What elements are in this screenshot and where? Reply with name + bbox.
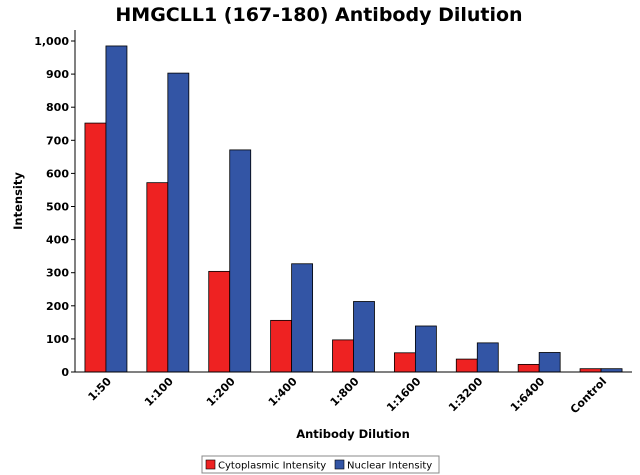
chart-title: HMGCLL1 (167-180) Antibody Dilution — [115, 4, 522, 26]
bar-cytoplasmic — [332, 339, 354, 373]
bar-cytoplasmic — [393, 352, 416, 373]
y-axis-label: Intensity — [11, 172, 25, 230]
bar-nuclear — [167, 72, 190, 373]
x-tick-label: 1:100 — [142, 375, 176, 409]
x-tick-label: 1:800 — [328, 375, 362, 409]
bar-cytoplasmic — [455, 358, 478, 373]
x-tick-label: Control — [568, 375, 609, 416]
y-tick-label: 100 — [46, 333, 69, 346]
y-axis-ticks: 0 100 200 300 400 500 600 700 800 900 1,000 — [34, 35, 75, 379]
x-tick-label: 1:200 — [204, 375, 238, 409]
legend-label-nuclear: Nuclear Intensity — [347, 461, 432, 472]
x-tick-label: 1:6400 — [508, 375, 548, 415]
y-tick-label: 500 — [46, 201, 69, 214]
y-tick-label: 600 — [46, 167, 69, 180]
y-tick-label: 400 — [46, 234, 69, 247]
x-tick-label: 1:3200 — [446, 375, 486, 415]
bar-nuclear — [353, 301, 375, 373]
x-tick-label: 1:400 — [266, 375, 300, 409]
y-tick-label: 700 — [46, 134, 69, 147]
y-tick-label: 300 — [46, 267, 69, 280]
x-axis-ticks: 1:50 1:100 1:200 1:400 1:800 1:1600 1:3200 1:64… — [86, 375, 610, 417]
bar-nuclear — [414, 325, 437, 373]
bar-cytoplasmic — [270, 319, 293, 373]
legend-box — [201, 455, 440, 474]
y-tick-label: 1,000 — [34, 35, 69, 48]
y-tick-label: 900 — [46, 68, 69, 81]
bar-nuclear — [538, 352, 561, 373]
legend-label-cytoplasmic: Cytoplasmic Intensity — [218, 461, 326, 472]
bar-cytoplasmic — [84, 122, 107, 373]
y-tick-label: 0 — [61, 366, 69, 379]
x-tick-label: 1:50 — [86, 375, 115, 404]
bar-nuclear — [291, 263, 314, 373]
legend-swatch-nuclear — [334, 459, 345, 470]
bar-nuclear — [476, 342, 499, 373]
bar-cytoplasmic — [517, 363, 540, 373]
y-tick-label: 800 — [46, 101, 69, 114]
legend-swatch-cytoplasmic — [205, 459, 216, 470]
plot-area — [84, 45, 623, 373]
legend: Cytoplasmic Intensity Nuclear Intensity — [201, 455, 440, 474]
bar-cytoplasmic — [146, 182, 169, 373]
bar-nuclear — [229, 149, 252, 373]
y-tick-label: 200 — [46, 300, 69, 313]
x-axis-label: Antibody Dilution — [296, 427, 410, 441]
x-tick-label: 1:1600 — [384, 375, 424, 415]
bar-cytoplasmic — [208, 270, 231, 373]
bar-nuclear — [105, 45, 128, 373]
